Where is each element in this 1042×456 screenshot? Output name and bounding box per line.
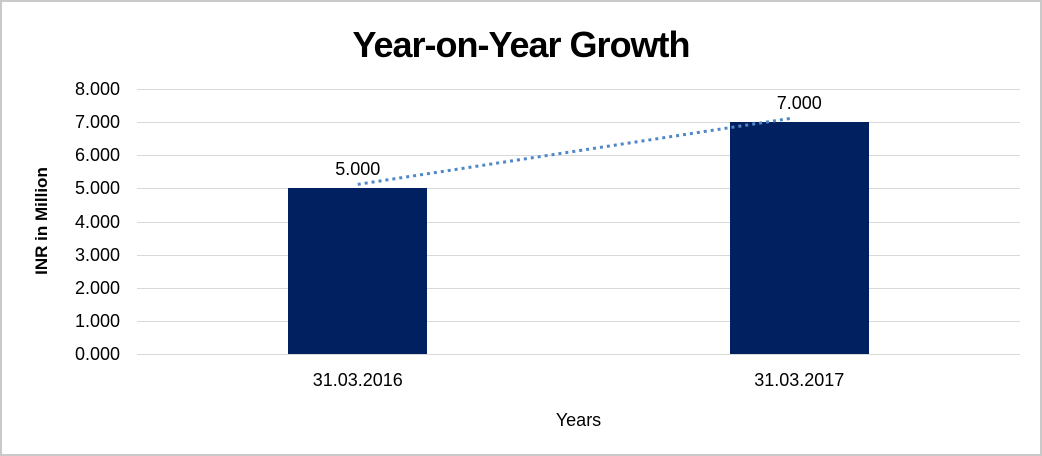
y-tick-label: 1.000 (74, 310, 120, 331)
gridline (137, 188, 1020, 190)
gridline (137, 89, 1020, 90)
gridline (137, 287, 1020, 289)
gridline (137, 320, 1020, 322)
x-axis-title: Years (555, 410, 602, 430)
data-label: 7.000 (776, 93, 822, 114)
y-tick-label: 0.000 (74, 344, 120, 364)
chart-title: Year-on-Year Growth (352, 24, 690, 65)
x-tick-label: 31.03.2016 (312, 370, 403, 390)
gridline (137, 221, 1020, 223)
y-tick-label: 2.000 (74, 277, 120, 298)
y-tick-label: 5.000 (74, 178, 120, 199)
y-tick-label: 4.000 (74, 211, 120, 232)
data-label: 5.000 (335, 159, 381, 180)
y-tick-label: 3.000 (74, 244, 120, 265)
y-tick-label: 8.000 (74, 79, 120, 99)
gridline (137, 254, 1020, 256)
y-tick-label: 6.000 (74, 145, 120, 166)
plot-area (137, 89, 1020, 355)
bar-31.03.2016 (288, 188, 428, 354)
bar-31.03.2017 (729, 122, 869, 354)
gridline (137, 122, 1020, 124)
x-tick-label: 31.03.2017 (754, 370, 845, 390)
gridline (137, 155, 1020, 157)
gridline (137, 354, 1020, 355)
y-tick-label: 7.000 (74, 112, 120, 133)
